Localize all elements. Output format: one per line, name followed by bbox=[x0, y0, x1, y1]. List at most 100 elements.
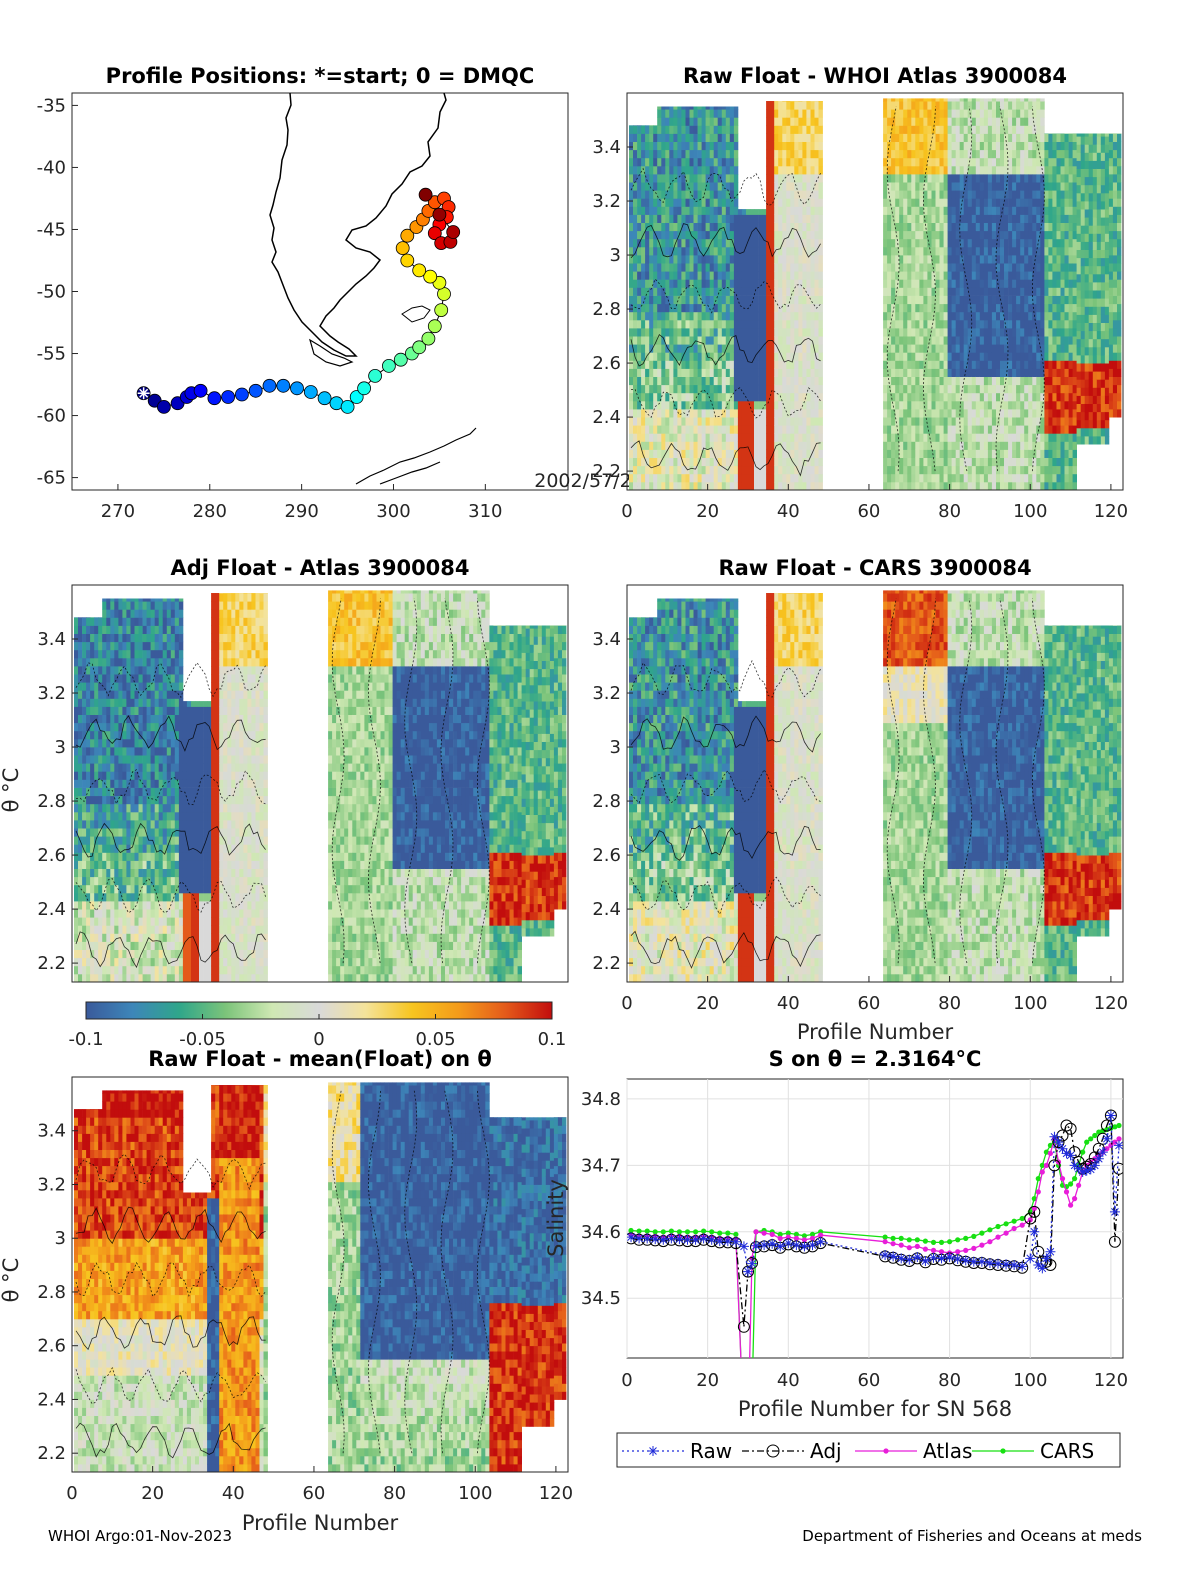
heat-cell bbox=[729, 328, 735, 337]
heat-cell bbox=[645, 328, 650, 337]
heat-cell bbox=[991, 246, 997, 256]
heat-cell bbox=[1096, 387, 1102, 396]
heat-cell bbox=[891, 287, 896, 296]
heat-cell bbox=[649, 255, 654, 264]
profile-position-marker bbox=[427, 226, 442, 241]
heat-cell bbox=[637, 425, 642, 434]
heat-cell bbox=[1012, 255, 1017, 264]
heat-cell bbox=[697, 214, 702, 223]
heat-cell bbox=[1020, 246, 1025, 256]
heat-cell bbox=[1052, 174, 1057, 183]
heat-cell bbox=[895, 109, 900, 118]
heat-cell bbox=[806, 473, 811, 483]
heat-cell bbox=[931, 174, 936, 183]
heat-cell bbox=[1012, 238, 1017, 248]
heat-cell bbox=[1084, 152, 1090, 161]
heat-cell bbox=[919, 222, 924, 232]
heat-cell bbox=[705, 425, 710, 434]
heat-cell bbox=[693, 368, 698, 377]
heat-cell bbox=[987, 230, 993, 240]
heat-cell bbox=[951, 125, 956, 134]
heat-cell bbox=[1048, 376, 1053, 386]
heat-cell bbox=[967, 182, 973, 191]
heat-cell bbox=[762, 360, 767, 369]
heat-cell bbox=[741, 222, 747, 232]
heat-cell bbox=[637, 206, 642, 215]
heat-cell bbox=[1080, 241, 1086, 250]
heat-cell bbox=[770, 141, 775, 151]
heat-cell bbox=[1000, 457, 1005, 467]
heat-cell bbox=[883, 344, 888, 353]
heat-cell bbox=[685, 481, 690, 491]
heat-cell bbox=[782, 425, 787, 434]
heat-cell bbox=[1036, 376, 1041, 386]
heat-cell bbox=[657, 255, 662, 264]
heat-cell bbox=[665, 133, 670, 142]
heat-cell bbox=[1064, 328, 1069, 337]
heat-cell bbox=[1032, 271, 1037, 280]
heat-cell bbox=[661, 287, 666, 296]
heat-cell bbox=[983, 206, 989, 215]
heat-cell bbox=[951, 182, 956, 191]
heat-cell bbox=[657, 473, 662, 483]
heat-cell bbox=[887, 352, 892, 361]
heat-cell bbox=[713, 141, 719, 151]
heat-cell bbox=[733, 449, 739, 458]
heat-cell bbox=[987, 125, 993, 134]
heat-cell bbox=[903, 433, 908, 442]
heat-cell bbox=[770, 376, 775, 386]
heat-cell bbox=[975, 425, 981, 434]
heat-cell bbox=[661, 230, 666, 240]
heat-cell bbox=[1084, 209, 1090, 218]
heat-cell bbox=[750, 425, 755, 434]
heat-cell bbox=[681, 417, 686, 426]
heat-cell bbox=[754, 336, 759, 345]
heat-cell bbox=[987, 157, 993, 167]
heat-cell bbox=[1064, 165, 1069, 175]
heat-cell bbox=[725, 392, 731, 402]
heat-cell bbox=[725, 125, 731, 134]
heat-cell bbox=[782, 449, 787, 458]
heat-cell bbox=[919, 449, 924, 458]
heat-cell bbox=[1100, 133, 1106, 137]
heat-cell bbox=[701, 149, 706, 159]
heat-cell bbox=[1004, 190, 1009, 199]
heat-cell bbox=[1084, 355, 1090, 364]
heat-cell bbox=[1040, 392, 1045, 402]
heat-cell bbox=[947, 287, 952, 296]
heat-cell bbox=[1028, 246, 1033, 256]
heat-cell bbox=[1028, 360, 1033, 369]
heat-cell bbox=[899, 303, 904, 313]
heat-cell bbox=[1068, 190, 1073, 199]
heat-cell bbox=[746, 238, 751, 248]
heat-cell bbox=[681, 311, 686, 321]
heat-cell bbox=[814, 295, 819, 305]
heat-cell bbox=[963, 174, 969, 183]
heat-cell bbox=[1016, 98, 1021, 102]
heat-cell bbox=[810, 255, 815, 264]
heat-cell bbox=[1040, 222, 1045, 232]
heat-cell bbox=[1044, 287, 1049, 296]
heat-cell bbox=[943, 328, 948, 337]
heat-cell bbox=[673, 206, 678, 215]
heat-cell bbox=[959, 263, 965, 272]
heat-cell bbox=[673, 165, 678, 175]
heat-cell bbox=[1020, 174, 1025, 183]
heat-cell bbox=[786, 255, 791, 264]
heat-cell bbox=[673, 311, 678, 321]
heat-cell bbox=[915, 384, 920, 394]
heat-cell bbox=[1060, 465, 1065, 475]
heat-cell bbox=[818, 125, 823, 134]
heat-cell bbox=[1008, 319, 1013, 329]
heat-cell bbox=[983, 449, 989, 458]
heat-cell bbox=[1064, 214, 1069, 223]
heat-cell bbox=[951, 400, 956, 410]
heat-cell bbox=[641, 441, 646, 450]
heat-cell bbox=[947, 174, 952, 183]
heat-cell bbox=[741, 279, 747, 288]
heat-cell bbox=[649, 174, 654, 183]
heat-cell bbox=[669, 238, 674, 248]
heat-cell bbox=[709, 311, 715, 321]
heat-cell bbox=[951, 319, 956, 329]
heat-cell bbox=[717, 222, 723, 232]
